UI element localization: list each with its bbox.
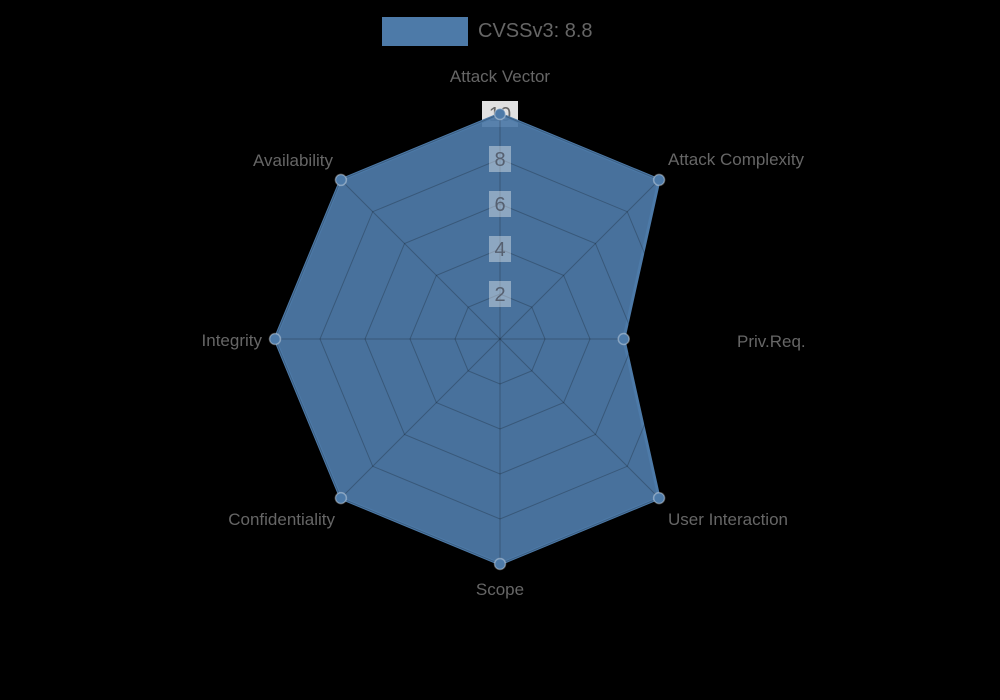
data-point: [652, 173, 666, 187]
grid-ring: [454, 293, 546, 385]
axis-label-scope: Scope: [476, 580, 524, 599]
data-point: [334, 173, 348, 187]
data-point: [493, 107, 507, 121]
radial-tick-backdrop: [489, 146, 511, 172]
radial-grid-layer: [274, 113, 726, 565]
data-point: [493, 557, 507, 571]
radial-tick-label: 6: [494, 194, 505, 216]
grid-angle-line: [340, 179, 501, 340]
axis-label-attack-vector: Attack Vector: [450, 67, 550, 86]
radial-tick-backdrop: [489, 281, 511, 307]
grid-ring: [409, 248, 591, 430]
grid-angle-line: [499, 179, 660, 340]
axis-label-user-interaction: User Interaction: [668, 510, 788, 529]
axis-label-layer: Attack Vector Attack Complexity Priv.Req. U…: [202, 67, 806, 599]
axis-label-integrity: Integrity: [202, 331, 263, 350]
radial-tick-label: 4: [494, 239, 505, 261]
grid-angle-line: [499, 338, 660, 499]
data-point-layer: [268, 107, 666, 571]
data-point: [652, 491, 666, 505]
axis-label-attack-complexity: Attack Complexity: [668, 150, 805, 169]
axis-label-confidentiality: Confidentiality: [228, 510, 335, 529]
axis-label-priv-req: Priv.Req.: [737, 332, 806, 351]
radial-tick-label: 8: [494, 149, 505, 171]
legend-label: CVSSv3: 8.8: [478, 20, 593, 42]
grid-ring: [364, 203, 636, 475]
data-point: [617, 332, 630, 346]
legend-item[interactable]: CVSSv3: 8.8: [382, 17, 593, 46]
data-point: [334, 491, 348, 505]
grid-angle-line: [340, 338, 501, 499]
radial-tick-layer: 2 4 6 8: [489, 146, 511, 307]
axis-label-availability: Availability: [253, 151, 334, 170]
radial-tick-backdrop: [489, 191, 511, 217]
radial-tick-backdrop: [489, 236, 511, 262]
legend-swatch: [382, 17, 468, 46]
grid-ring: [319, 158, 681, 520]
radial-tick-label: 2: [494, 284, 505, 306]
data-point: [268, 332, 282, 346]
